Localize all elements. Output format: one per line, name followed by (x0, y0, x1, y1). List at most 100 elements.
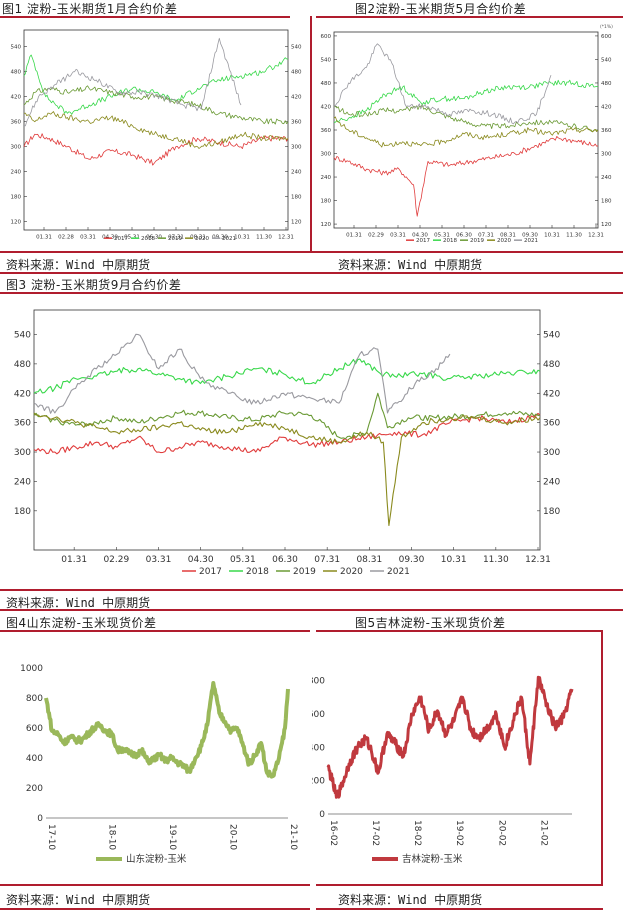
y-tick-label-right: 300 (291, 145, 302, 151)
series-line-2018 (23, 54, 289, 115)
x-tick-label: 08.31 (356, 555, 382, 565)
x-tick-label: 08.31 (500, 233, 516, 239)
x-tick-label: 21-02 (538, 820, 548, 846)
x-tick-label: 19-10 (167, 824, 177, 850)
y-tick-label: 240 (14, 477, 31, 487)
x-tick-label: 03.31 (146, 555, 172, 565)
divider (0, 589, 623, 591)
legend-label: 山东淀粉-玉米 (126, 853, 187, 865)
chart3: 180 180 240 240 300 300 360 360 420 420 480 480 540 5… (14, 309, 560, 577)
divider (0, 272, 623, 274)
y-tick-label-right: 240 (291, 170, 302, 176)
unit-label: (*1%) (600, 24, 613, 30)
y-tick-label-right: 540 (543, 330, 560, 340)
y-tick-label: 480 (14, 360, 31, 370)
y-tick-label: 300 (11, 145, 22, 151)
y-tick-label: 600 (26, 724, 43, 734)
x-tick-label: 11.30 (483, 555, 509, 565)
y-tick-label: 600 (312, 710, 325, 720)
legend-label: 2020 (195, 236, 209, 242)
x-tick-label: 11.30 (256, 235, 272, 241)
x-tick-label: 10.31 (441, 555, 467, 565)
series-line-2017 (33, 412, 541, 455)
y-tick-label-right: 360 (543, 419, 560, 429)
y-tick-label: 240 (321, 175, 332, 181)
series-line-2021 (24, 37, 242, 127)
x-tick-label: 01.31 (36, 235, 52, 241)
x-tick-label: 03.31 (80, 235, 96, 241)
y-tick-label: 300 (321, 151, 332, 157)
y-tick-label-right: 480 (291, 70, 302, 76)
y-tick-label: 540 (14, 330, 31, 340)
x-tick-label: 09.30 (522, 233, 538, 239)
legend-label: 2017 (114, 236, 128, 242)
x-tick-label: 12.31 (525, 555, 551, 565)
y-tick-label: 540 (11, 45, 22, 51)
x-tick-label: 12.31 (588, 233, 604, 239)
x-tick-label: 04.30 (188, 555, 214, 565)
divider (310, 16, 312, 252)
y-tick-label: 300 (14, 448, 31, 458)
legend-label: 2020 (340, 567, 363, 577)
y-tick-label: 800 (312, 677, 325, 687)
legend-label: 2018 (141, 236, 155, 242)
x-tick-label: 20-02 (496, 820, 506, 846)
x-tick-label: 09.30 (399, 555, 425, 565)
x-tick-label: 05.31 (434, 233, 450, 239)
y-tick-label: 360 (14, 419, 31, 429)
x-tick-label: 10.31 (544, 233, 560, 239)
y-tick-label: 120 (321, 222, 332, 228)
x-tick-label: 02.29 (368, 233, 384, 239)
chart4-source: 资料来源：Wind 中原期货 (6, 893, 151, 907)
y-tick-label: 180 (11, 195, 22, 201)
x-tick-label: 17-10 (46, 824, 56, 850)
legend-label: 2021 (222, 236, 236, 242)
series-line-2018 (333, 79, 599, 123)
chart3-title: 图3 淀粉-玉米期货9月合约价差 (6, 278, 182, 292)
y-tick-label-right: 300 (543, 448, 560, 458)
y-tick-label: 420 (14, 389, 31, 399)
y-tick-label: 0 (37, 814, 43, 824)
x-tick-label: 07.31 (168, 235, 184, 241)
chart2: 120 120 180 180 240 240 300 300 360 360 420 420 480 4… (321, 24, 614, 244)
y-tick-label: 400 (26, 754, 43, 764)
series-line-2017 (333, 136, 599, 217)
x-tick-label: 19-02 (454, 820, 464, 846)
x-tick-label: 07.31 (314, 555, 340, 565)
y-tick-label: 200 (312, 777, 325, 787)
y-tick-label-right: 240 (601, 175, 612, 181)
divider (0, 908, 310, 910)
y-tick-label-right: 240 (543, 477, 560, 487)
y-tick-label-right: 120 (291, 220, 302, 226)
x-tick-label: 08.31 (190, 235, 206, 241)
y-tick-label: 120 (11, 220, 22, 226)
y-tick-label-right: 600 (601, 34, 612, 40)
y-tick-label: 1000 (20, 664, 43, 674)
legend-label: 2018 (443, 238, 457, 244)
x-tick-label: 02.28 (58, 235, 74, 241)
y-tick-label: 800 (26, 694, 43, 704)
divider (601, 630, 603, 886)
y-tick-label-right: 360 (291, 120, 302, 126)
x-tick-label: 20-10 (228, 824, 238, 850)
chart5-source: 资料来源：Wind 中原期货 (338, 893, 483, 907)
y-tick-label: 480 (11, 70, 22, 76)
series-line-2019 (33, 392, 541, 440)
y-tick-label: 420 (321, 104, 332, 110)
divider (0, 292, 623, 294)
y-tick-label: 180 (14, 507, 31, 517)
y-tick-label-right: 360 (601, 128, 612, 134)
x-tick-label: 10.31 (234, 235, 250, 241)
x-tick-label: 05.31 (230, 555, 256, 565)
legend-label: 吉林淀粉-玉米 (402, 853, 463, 865)
y-tick-label-right: 420 (291, 95, 302, 101)
y-tick-label: 400 (312, 743, 325, 753)
y-tick-label-right: 420 (601, 104, 612, 110)
x-tick-label: 09.30 (212, 235, 228, 241)
series-line-2017 (23, 133, 289, 166)
y-tick-label: 360 (11, 120, 22, 126)
y-tick-label-right: 540 (291, 45, 302, 51)
y-tick-label-right: 120 (601, 222, 612, 228)
x-tick-label: 06.30 (272, 555, 298, 565)
series-line-2020 (333, 116, 599, 148)
